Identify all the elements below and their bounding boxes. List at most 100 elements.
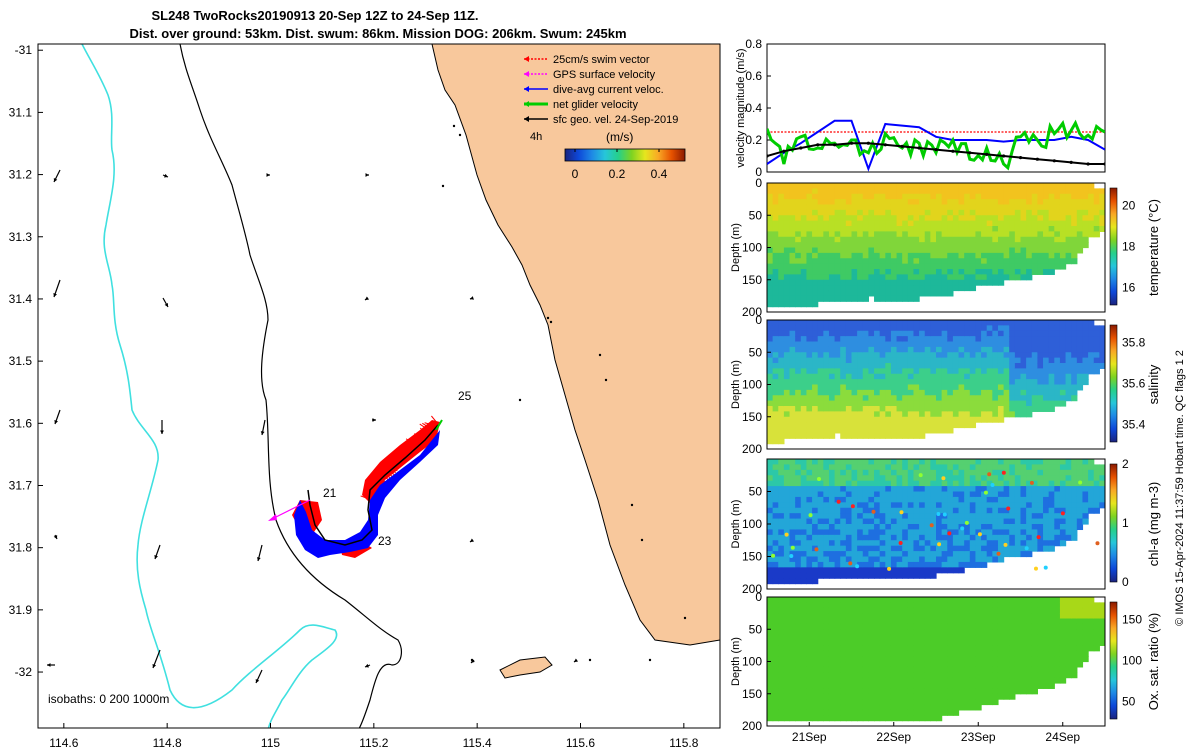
section-cell bbox=[896, 507, 903, 514]
section-cell bbox=[840, 545, 847, 552]
section-cell bbox=[868, 285, 875, 292]
section-cell bbox=[924, 384, 931, 391]
section-cell bbox=[969, 540, 977, 547]
section-cell bbox=[1088, 486, 1095, 493]
section-cell bbox=[1026, 602, 1033, 609]
section-cell bbox=[879, 373, 886, 380]
section-cell bbox=[890, 422, 898, 429]
section-cell bbox=[795, 629, 802, 636]
section-cell bbox=[789, 650, 796, 657]
section-cell bbox=[767, 561, 774, 568]
section-cell bbox=[1059, 368, 1067, 375]
section-cell bbox=[936, 491, 943, 498]
section-cell bbox=[981, 513, 988, 520]
legend-arrowhead bbox=[524, 86, 529, 92]
section-cell bbox=[1014, 688, 1022, 695]
section-cell bbox=[772, 295, 779, 302]
section-cell bbox=[975, 395, 982, 402]
section-cell bbox=[767, 346, 774, 353]
section-cell bbox=[936, 534, 943, 541]
section-cell bbox=[947, 400, 954, 407]
section-cell bbox=[936, 496, 943, 503]
section-cell bbox=[857, 602, 864, 609]
section-cell bbox=[789, 379, 796, 386]
section-cell bbox=[1099, 496, 1105, 503]
section-cell bbox=[857, 406, 864, 412]
section-cell bbox=[1054, 524, 1061, 531]
section-cell bbox=[902, 384, 909, 391]
section-cell bbox=[981, 459, 988, 466]
section-cell bbox=[806, 634, 813, 641]
section-cell bbox=[874, 422, 881, 429]
section-cell bbox=[1026, 209, 1033, 216]
section-cell bbox=[952, 629, 960, 636]
section-cell bbox=[868, 650, 875, 657]
section-cell bbox=[902, 618, 909, 625]
section-cell bbox=[1020, 325, 1027, 332]
section-cell bbox=[834, 368, 841, 375]
section-cell bbox=[969, 220, 977, 227]
section-cell bbox=[997, 496, 1005, 503]
section-cell bbox=[947, 406, 954, 412]
section-cell bbox=[767, 475, 774, 482]
section-cell bbox=[1026, 363, 1033, 369]
section-cell bbox=[992, 607, 999, 614]
section-cell bbox=[907, 469, 915, 476]
section-cell bbox=[969, 688, 977, 695]
section-cell bbox=[1099, 330, 1105, 337]
section-cell bbox=[947, 269, 954, 275]
section-cell bbox=[924, 666, 931, 673]
section-cell bbox=[913, 320, 920, 326]
section-cell bbox=[1082, 204, 1089, 211]
section-cell bbox=[767, 469, 774, 476]
title-line-1: SL248 TwoRocks20190913 20-Sep 12Z to 24-… bbox=[151, 8, 478, 23]
section-cell bbox=[857, 491, 864, 498]
section-cell bbox=[1003, 242, 1010, 249]
section-cell bbox=[823, 540, 830, 547]
section-cell bbox=[828, 540, 836, 547]
section-cell bbox=[930, 613, 937, 620]
section-cell bbox=[1054, 480, 1061, 487]
section-cell bbox=[879, 715, 886, 722]
section-cell bbox=[930, 357, 937, 364]
section-cell bbox=[919, 507, 926, 514]
section-cell bbox=[812, 290, 819, 297]
section-cell bbox=[823, 341, 830, 348]
section-cell bbox=[840, 529, 847, 536]
section-cell bbox=[969, 683, 977, 689]
section-cell bbox=[1048, 491, 1055, 498]
section-cell bbox=[890, 480, 898, 487]
section-cell bbox=[1093, 346, 1100, 353]
section-cell bbox=[992, 656, 999, 663]
section-cell bbox=[1054, 513, 1061, 520]
section-cell bbox=[1043, 545, 1050, 552]
section-cell bbox=[1020, 263, 1027, 270]
section-cell bbox=[834, 231, 841, 238]
lat-tick-label: -32 bbox=[15, 665, 33, 679]
geo-vel-arrowhead bbox=[470, 538, 474, 542]
section-cell bbox=[1048, 336, 1055, 343]
section-cell bbox=[1003, 226, 1010, 232]
section-cell bbox=[1048, 204, 1055, 211]
section-cell bbox=[936, 258, 943, 265]
swim-vector bbox=[383, 471, 391, 479]
section-cell bbox=[783, 578, 791, 585]
section-cell bbox=[1020, 395, 1027, 402]
section-cell bbox=[1003, 491, 1010, 498]
section-cell bbox=[919, 597, 926, 603]
section-cell bbox=[907, 475, 915, 482]
section-cell bbox=[1054, 464, 1061, 471]
section-cell bbox=[964, 464, 971, 471]
section-cell bbox=[919, 336, 926, 343]
section-cell bbox=[941, 524, 948, 531]
section-cell bbox=[1026, 263, 1033, 270]
section-cell bbox=[947, 688, 954, 695]
section-cell bbox=[913, 231, 920, 238]
section-cell bbox=[919, 496, 926, 503]
section-cell bbox=[783, 269, 791, 275]
section-cell bbox=[913, 618, 920, 625]
dive-avg-current-swath bbox=[294, 430, 440, 558]
section-cell bbox=[772, 524, 779, 531]
section-cell bbox=[930, 395, 937, 402]
section-cell bbox=[817, 709, 824, 716]
